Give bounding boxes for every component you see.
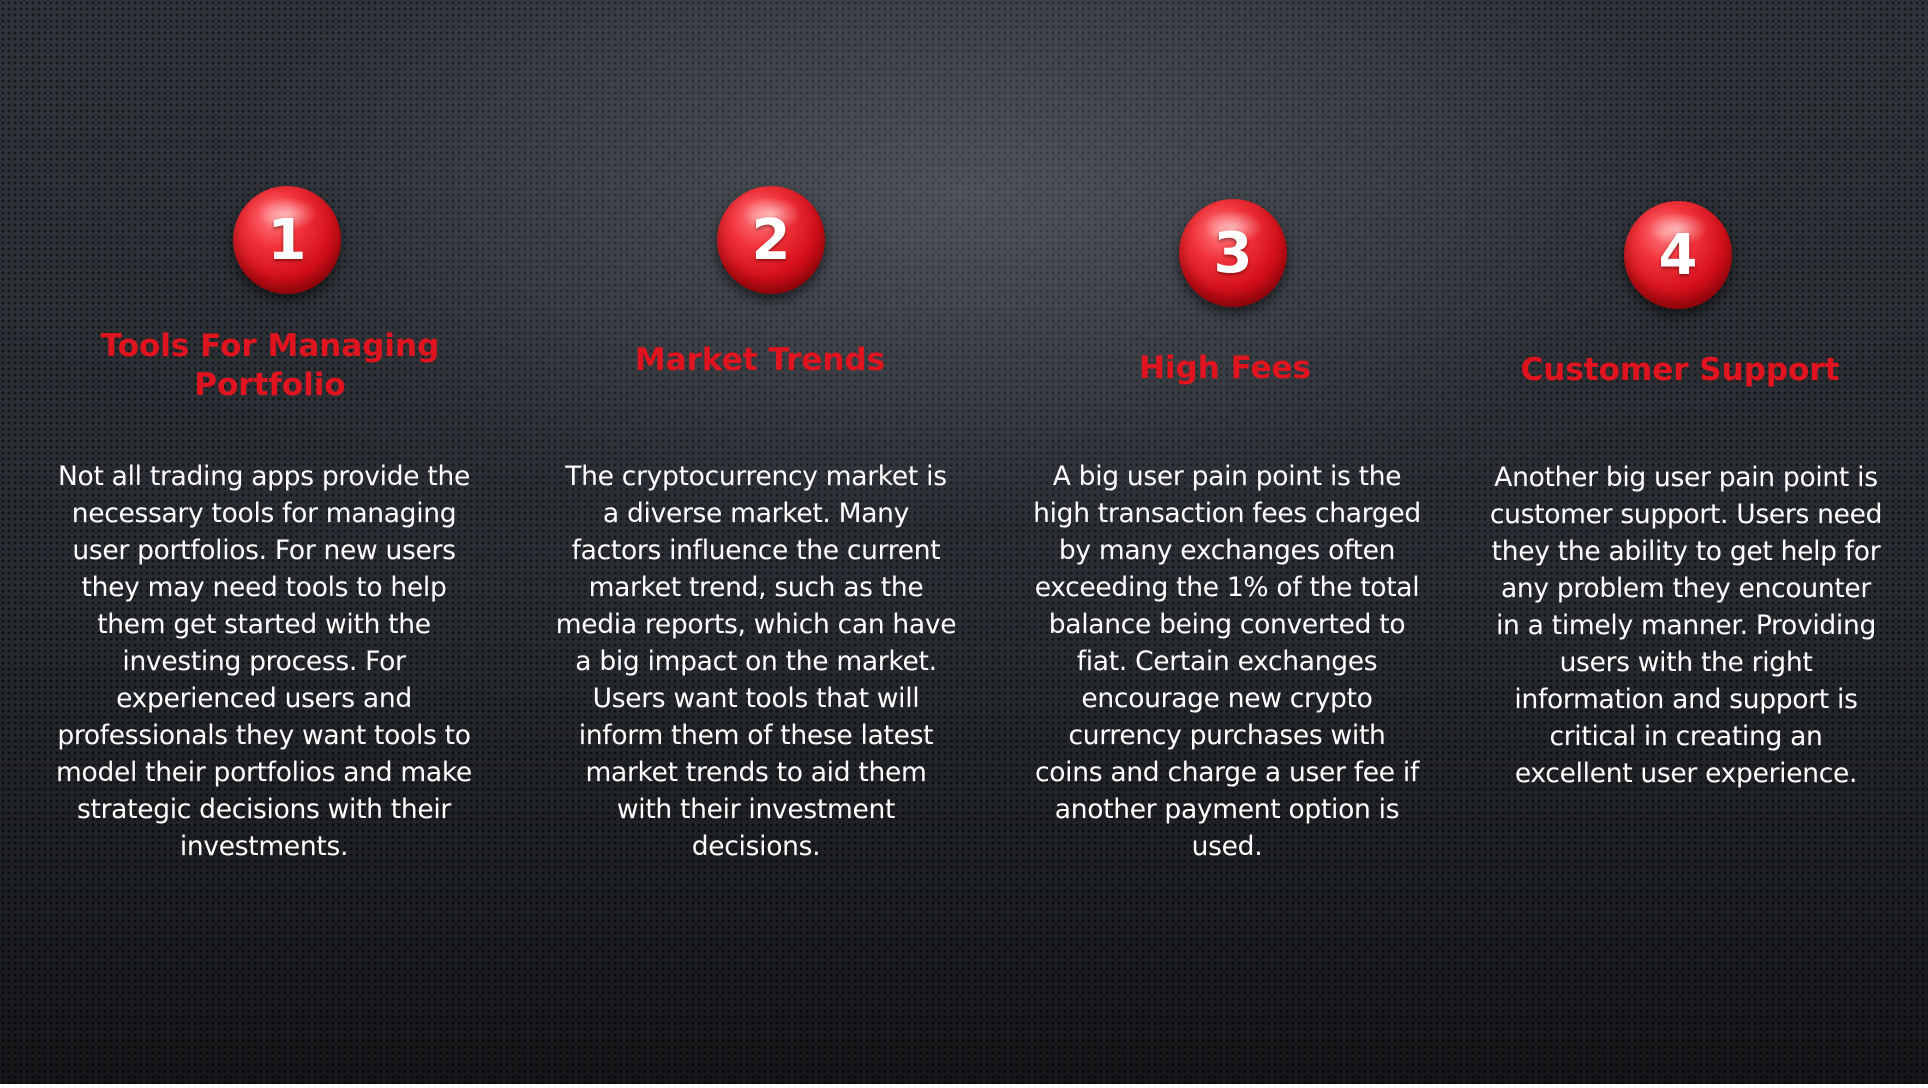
point-title-1: Tools For Managing Portfolio [100,328,440,403]
number-ball-3: 3 [1179,199,1287,307]
number-ball-1-label: 1 [267,207,307,273]
point-column-3: 3 High Fees A big user pain point is the… [1015,0,1435,1088]
bottom-divider [0,1084,1928,1088]
point-body-3: A big user pain point is the high transa… [1033,461,1421,862]
point-column-2: 2 Market Trends The cryptocurrency marke… [550,0,970,1088]
number-ball-2-label: 2 [751,207,791,273]
number-ball-1: 1 [233,186,341,294]
number-ball-2: 2 [717,186,825,294]
point-body-1: Not all trading apps provide the necessa… [56,461,472,862]
number-ball-4: 4 [1624,201,1732,309]
point-title-2: Market Trends [634,342,886,378]
point-column-4: 4 Customer Support Another big user pain… [1470,0,1890,1088]
point-body-2: The cryptocurrency market is a diverse m… [555,461,957,862]
point-column-1: 1 Tools For Managing Portfolio Not all t… [56,0,480,1088]
point-title-4: Customer Support [1520,352,1840,388]
number-ball-4-label: 4 [1658,222,1698,288]
number-ball-3-label: 3 [1213,220,1253,286]
point-body-4: Another big user pain point is customer … [1489,462,1883,789]
point-title-3: High Fees [1138,350,1312,386]
